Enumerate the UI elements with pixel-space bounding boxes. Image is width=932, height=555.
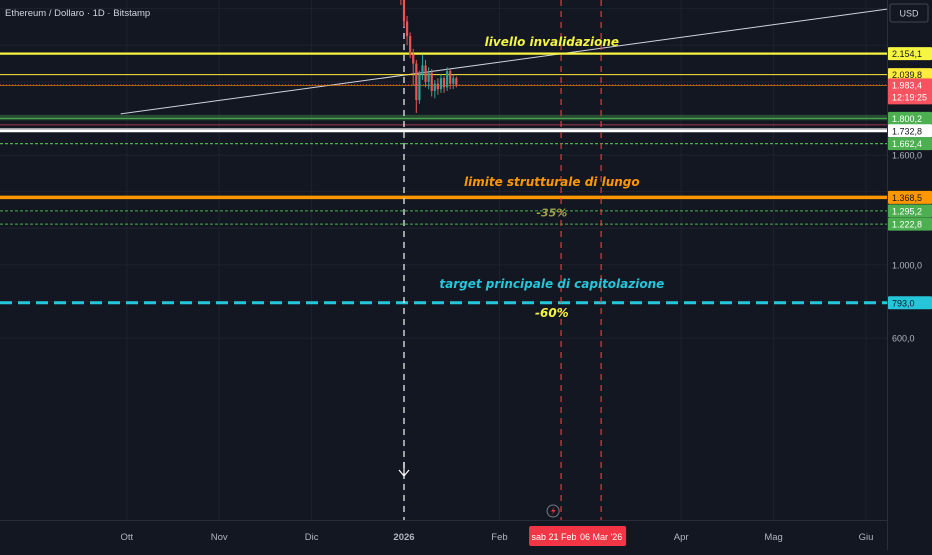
candle [418,70,421,104]
price-tag-label: 1.368,5 [892,193,922,203]
price-tick-label: 600,0 [892,334,915,344]
candle [405,15,409,46]
candle [402,0,406,27]
currency-button[interactable]: USD [889,3,929,23]
price-tag-label: 793,0 [892,298,915,308]
date-tag-label: 06 Mar '26 [580,532,622,542]
candle [436,78,439,95]
annotations[interactable]: timing probabilelivello invalidazionelim… [439,0,664,320]
price-tag-label: 2.154,1 [892,49,922,59]
candle-body [409,36,412,55]
candle-body [412,54,415,64]
price-tick-label: 1.600,0 [892,151,922,161]
time-tick-label: Nov [211,532,228,543]
price-tag-label: 1.732,8 [892,126,922,136]
price-tag-label: 1.295,2 [892,206,922,216]
time-tick-label: Dic [305,532,319,543]
price-levels[interactable] [0,52,887,305]
candle [433,80,436,99]
candle [430,69,433,97]
zones [0,114,887,121]
currency-label: USD [899,9,919,19]
price-tag-label: 1.800,2 [892,114,922,124]
candle-body [418,74,421,101]
time-tick-label: Ott [120,532,133,543]
candle [421,54,424,81]
price-tag[interactable] [888,137,932,151]
annotation-text[interactable]: target principale di capitolazione [439,277,664,291]
candle-body [405,21,409,37]
candle-body [424,65,427,82]
candle-body [439,78,443,90]
time-tick-label: Feb [491,532,507,543]
price-tag[interactable] [888,68,932,82]
candle-body [449,70,452,84]
candle-body [433,83,436,92]
candle [412,48,415,86]
price-tick-label: 1.000,0 [892,260,922,270]
price-tag[interactable] [888,217,932,231]
price-tag[interactable] [888,204,932,218]
candle-body [402,0,406,22]
candle [449,69,452,90]
candle-body [442,78,446,88]
candle-body [452,78,455,84]
symbol-title[interactable]: Ethereum / Dollaro · 1D · Bitstamp [5,8,150,19]
trend-lines[interactable] [120,0,932,115]
price-tag-label: 2.039,8 [892,70,922,80]
candle-body [436,83,439,90]
annotation-text[interactable]: -60% [535,306,569,320]
lightning-bolt [551,506,556,516]
price-tag[interactable] [888,111,932,125]
candle [452,74,455,90]
date-tag-label: sab 21 Feb '26 [531,532,590,542]
time-tick-label: Giu [859,532,874,543]
time-tick-label: Mag [764,532,782,543]
candle-body [446,70,449,88]
down-arrow-icon [398,462,410,477]
candle [446,67,449,92]
candle [442,76,446,93]
candle-body [421,65,424,75]
date-tag[interactable] [576,526,627,546]
candle [455,76,458,88]
annotation-text[interactable]: limite strutturale di lungo [464,175,640,189]
candle [424,59,427,88]
candle [415,59,418,113]
price-tag-label: 1.662,4 [892,139,922,149]
price-tag[interactable] [888,190,932,204]
lower-trendline[interactable] [120,0,932,115]
vertical-markers[interactable] [398,0,602,520]
price-tag-label: 1.222,8 [892,220,922,230]
candle-body [455,78,458,85]
price-tag[interactable] [888,78,932,105]
price-tag[interactable] [888,47,932,61]
candle-body [427,72,430,82]
time-tick-label: 2026 [393,532,414,543]
price-tag-label: 1.983,4 [892,80,922,90]
support-zone [0,114,887,121]
candle [439,74,443,93]
price-tag[interactable] [888,124,932,138]
annotation-text[interactable]: livello invalidazione [485,35,619,49]
candle [427,67,430,90]
time-tick-label: Apr [674,532,689,543]
candle [409,32,412,59]
price-tag[interactable] [888,296,932,310]
countdown-label: 12:19:25 [892,92,927,102]
candles [400,0,458,113]
candle-body [415,63,418,101]
candle-body [430,72,433,92]
annotation-text[interactable]: -35% [536,206,567,219]
